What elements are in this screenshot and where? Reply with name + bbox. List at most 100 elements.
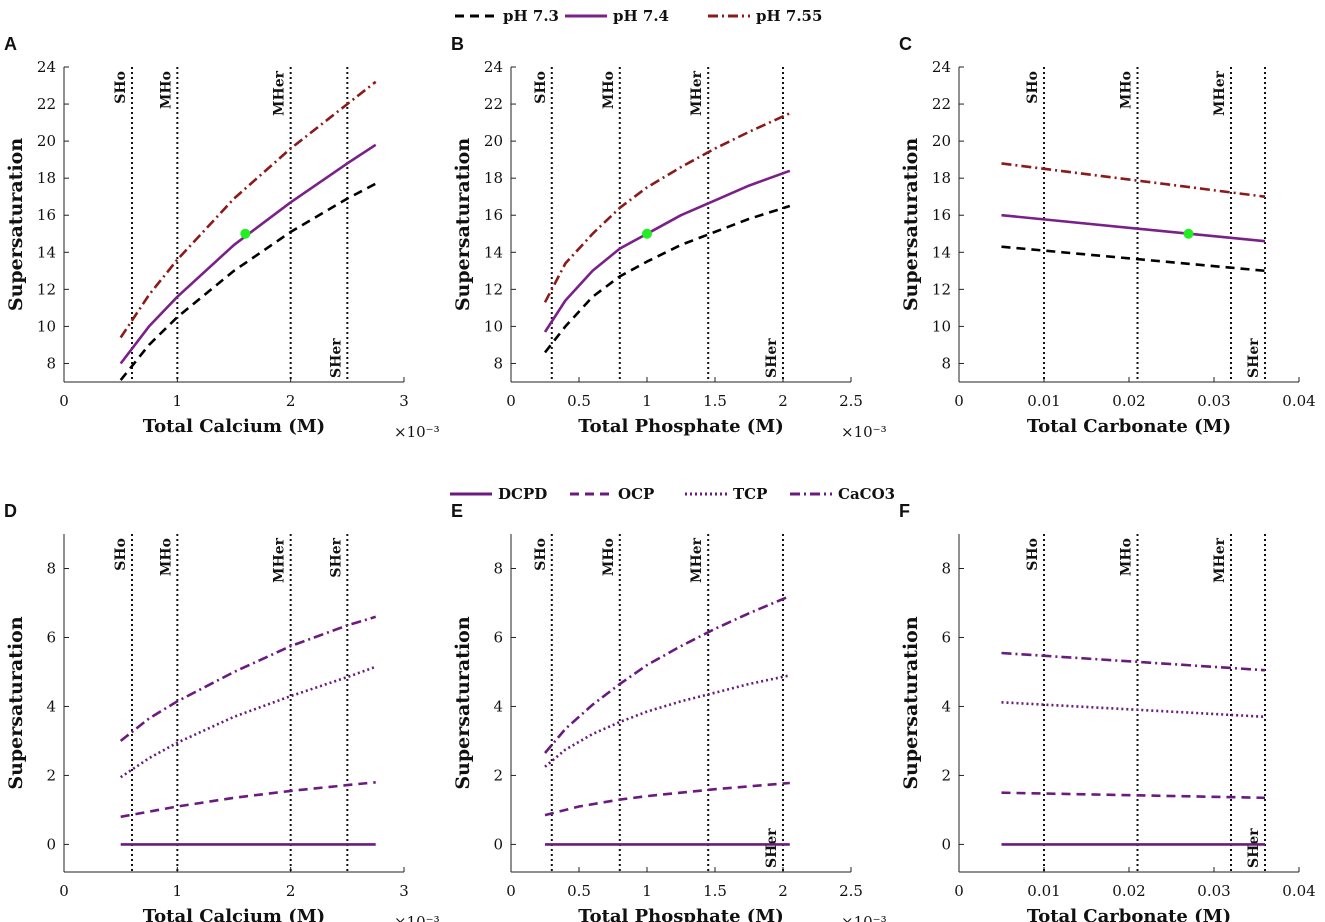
y-tick-label: 10 (37, 317, 56, 335)
legend-item-ph-7-3: pH 7.3 (455, 7, 559, 25)
vline-label-mher: MHer (272, 70, 288, 116)
series-line-ocp (544, 781, 790, 817)
x-tick-label: 1 (642, 882, 652, 900)
x-tick-label: 0.03 (1197, 392, 1230, 410)
x-tick-label: 0.03 (1197, 882, 1230, 900)
vline-label-mho: MHo (1119, 71, 1135, 109)
y-tick-label: 18 (37, 169, 56, 187)
vline-label-mho: MHo (158, 538, 174, 576)
y-tick-label: 16 (484, 206, 503, 224)
legend-item-dcpd: DCPD (450, 485, 547, 503)
y-tick-label: 8 (493, 354, 503, 372)
y-tick-label: 8 (941, 354, 951, 372)
x-tick-label: 2 (778, 882, 788, 900)
legend-label-dcpd: DCPD (498, 485, 547, 503)
vline-label-mher: MHer (689, 70, 705, 116)
series-line-caco3 (1001, 651, 1266, 672)
y-tick-label: 4 (941, 697, 951, 715)
x-axis-label: Total Carbonate (M) (1027, 906, 1231, 922)
legend-item-ocp: OCP (570, 485, 654, 503)
x-tick-label: 1.5 (703, 882, 727, 900)
series-line-tcp (1001, 701, 1266, 719)
x-multiplier-label: ×10⁻³ (394, 423, 440, 441)
series-line-ph-7-3 (1001, 245, 1266, 273)
vline-label-sher: SHer (764, 338, 780, 378)
y-tick-label: 6 (941, 628, 951, 646)
series-line-ph-7-4 (119, 143, 377, 365)
vline-label-sho: SHo (1025, 71, 1041, 104)
y-tick-label: 10 (484, 317, 503, 335)
x-axis-label: Total Phosphate (M) (578, 416, 784, 437)
x-tick-label: 2 (286, 392, 296, 410)
y-tick-label: 0 (493, 835, 503, 853)
series-line-ocp (120, 781, 376, 819)
legend-item-ph-7-55: pH 7.55 (708, 7, 822, 25)
x-tick-label: 0.5 (567, 392, 591, 410)
legend-bottom: DCPD OCP TCP CaCO3 (450, 485, 895, 503)
legend-label-tcp: TCP (733, 485, 767, 503)
vline-label-sher: SHer (1246, 828, 1262, 868)
vline-label-sho: SHo (113, 71, 129, 104)
x-multiplier-label: ×10⁻³ (841, 423, 887, 441)
y-tick-label: 8 (46, 559, 56, 577)
y-tick-label: 8 (941, 559, 951, 577)
vline-label-sher: SHer (1246, 338, 1262, 378)
y-tick-label: 22 (484, 95, 503, 113)
legend-label-ocp: OCP (618, 485, 654, 503)
legend-label-ph-7-55: pH 7.55 (756, 7, 822, 25)
x-tick-label: 0 (506, 392, 516, 410)
x-tick-label: 2.5 (839, 392, 863, 410)
y-tick-label: 2 (941, 766, 951, 784)
series-line-tcp (119, 665, 377, 779)
panel-f: F 0 2 4 6 8 0 0.01 0.02 0.03 0.04 Total Carbonate (… (899, 501, 1316, 922)
x-tick-label: 0 (954, 882, 964, 900)
legend-label-ph-7-3: pH 7.3 (503, 7, 559, 25)
series-line-ph-7-55 (1001, 162, 1266, 198)
x-tick-label: 0.5 (567, 882, 591, 900)
y-tick-label: 12 (484, 280, 503, 298)
y-tick-label: 18 (484, 169, 503, 187)
y-tick-label: 0 (46, 835, 56, 853)
x-tick-label: 0.01 (1027, 882, 1060, 900)
reference-point-marker (642, 228, 652, 239)
vline-label-mher: MHer (689, 537, 705, 583)
x-tick-label: 2.5 (839, 882, 863, 900)
y-tick-label: 20 (484, 132, 503, 150)
series-line-ph-7-4 (1001, 213, 1266, 243)
y-axis-label: Supersaturation (5, 138, 27, 312)
legend-item-caco3: CaCO3 (790, 485, 895, 503)
vline-label-sho: SHo (533, 538, 549, 571)
legend-item-ph-7-4: pH 7.4 (565, 7, 669, 25)
x-multiplier-label: ×10⁻³ (394, 913, 440, 922)
x-tick-label: 0.02 (1112, 392, 1145, 410)
series-line-ph-7-3 (119, 182, 377, 381)
series-line-caco3 (119, 615, 377, 742)
y-axis-label: Supersaturation (452, 616, 474, 790)
y-tick-label: 20 (37, 132, 56, 150)
series-line-ph-7-55 (119, 80, 377, 339)
y-tick-label: 12 (37, 280, 56, 298)
y-tick-label: 22 (37, 95, 56, 113)
series-line-ocp (1001, 791, 1266, 800)
vline-label-mho: MHo (1119, 538, 1135, 576)
y-tick-label: 18 (932, 169, 951, 187)
y-tick-label: 6 (493, 628, 503, 646)
x-axis-label: Total Calcium (M) (143, 416, 325, 437)
panel-b: B 8 10 12 14 16 18 20 22 24 0 0.5 1 1.5 2 2.5 Total Phos… (451, 34, 887, 441)
legend-item-tcp: TCP (685, 485, 767, 503)
vline-label-sher: SHer (328, 338, 344, 378)
series-line-ph-7-4 (543, 169, 791, 333)
x-tick-label: 3 (399, 882, 409, 900)
y-tick-label: 2 (46, 766, 56, 784)
vline-label-mho: MHo (158, 71, 174, 109)
y-axis-label: Supersaturation (452, 138, 474, 312)
vline-label-mho: MHo (601, 71, 617, 109)
x-tick-label: 1 (173, 882, 183, 900)
y-tick-label: 8 (46, 354, 56, 372)
vline-label-sher: SHer (328, 537, 344, 577)
x-tick-label: 0.02 (1112, 882, 1145, 900)
series-line-caco3 (544, 594, 791, 754)
vline-label-sho: SHo (533, 71, 549, 104)
y-tick-label: 22 (932, 95, 951, 113)
